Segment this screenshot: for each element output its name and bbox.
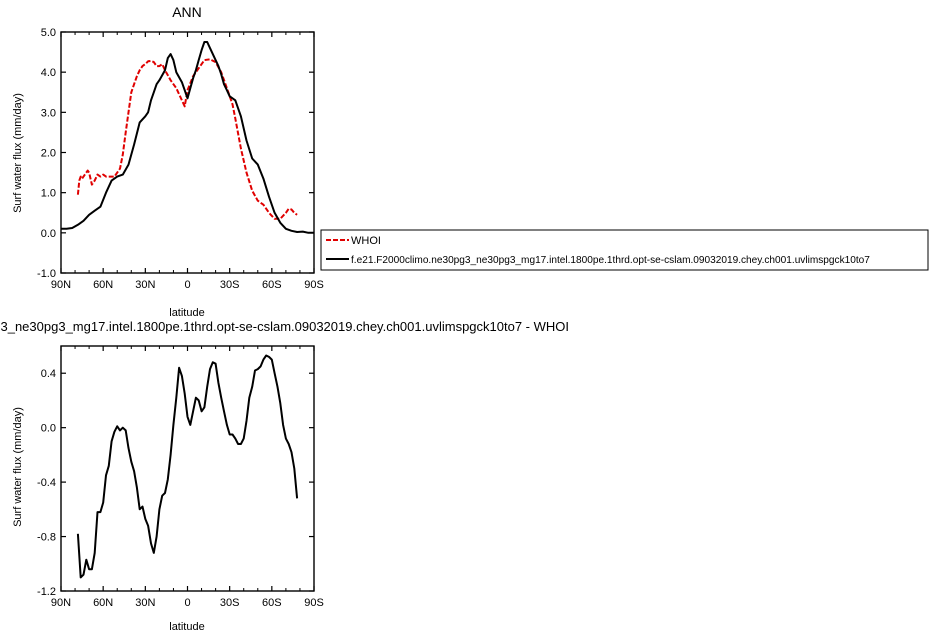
top-y-tick-label: 1.0 [41,188,56,200]
top-series-line-0 [76,58,298,220]
top-x-tick-label: 90S [304,279,324,291]
legend-label-whoi: WHOI [351,235,381,247]
bottom-plot-frame [60,345,315,592]
legend-label-model: f.e21.F2000climo.ne30pg3_ne30pg3_mg17.in… [351,255,870,266]
bottom-x-axis-label: latitude [169,621,204,633]
bottom-series-lines [76,354,299,579]
bottom-x-tick-label: 30S [220,597,240,609]
bottom-series-line-0 [76,354,299,579]
bottom-x-tick-label: 30N [135,597,155,609]
bottom-panel: f.e21.F2000climo.ne30pg3_ne30pg3_mg17.in… [0,319,569,633]
top-y-tick-label: 5.0 [41,27,56,39]
top-series-lines [61,41,314,234]
top-x-tick-label: 30N [135,279,155,291]
legend: WHOI f.e21.F2000climo.ne30pg3_ne30pg3_mg… [320,229,929,271]
top-x-tick-label: 30S [220,279,240,291]
top-y-tick-label: 3.0 [41,107,56,119]
top-y-tick-label: 4.0 [41,67,56,79]
top-x-tick-label: 60S [262,279,282,291]
top-y-tick-label: 2.0 [41,148,56,160]
top-panel: ANN Surf water flux (mm/day) latitude 90… [12,4,324,319]
top-x-tick-label: 60N [93,279,113,291]
legend-box [320,229,929,271]
bottom-x-tick-label: 90S [304,597,324,609]
top-y-tick-label: 0.0 [41,228,56,240]
top-chart-title: ANN [172,4,202,20]
top-x-tick-label: 90N [51,279,71,291]
top-series-line-1 [61,41,314,234]
bottom-y-tick-label: -0.4 [37,477,56,489]
bottom-x-tick-label: 60N [93,597,113,609]
bottom-y-tick-label: -0.8 [37,532,56,544]
bottom-y-tick-label: 0.4 [41,368,56,380]
bottom-y-axis-label: Surf water flux (mm/day) [12,407,24,527]
bottom-chart-title: f.e21.F2000climo.ne30pg3_ne30pg3_mg17.in… [0,319,569,334]
top-plot-frame [60,31,315,274]
bottom-axis-ticks: 90N 60N 30N 0 30S 60S 90S -1.2 -0.8 -0.4 0.0 0.4 [37,346,324,609]
top-y-axis-label: Surf water flux (mm/day) [12,93,24,213]
bottom-x-tick-label: 90N [51,597,71,609]
top-x-tick-label: 0 [184,279,190,291]
bottom-x-tick-label: 0 [184,597,190,609]
top-x-axis-label: latitude [169,307,204,319]
bottom-y-tick-label: 0.0 [41,423,56,435]
bottom-x-tick-label: 60S [262,597,282,609]
top-axis-ticks: 90N 60N 30N 0 30S 60S 90S -1.0 0.0 1.0 2.0 3.0 4.0 5.… [37,27,324,291]
top-y-tick-label: -1.0 [37,268,56,280]
bottom-y-tick-label: -1.2 [37,586,56,598]
